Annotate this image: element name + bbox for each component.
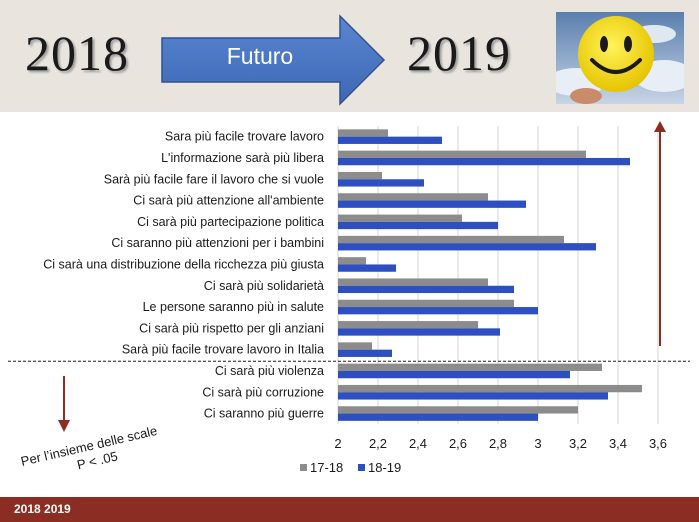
- bar-18-19-13: [338, 413, 538, 421]
- x-tick-label: 2,6: [449, 436, 467, 451]
- bar-18-19-7: [338, 285, 514, 294]
- bar-17-18-9: [338, 321, 478, 329]
- category-label: Sarà più facile fare il lavoro che si vu…: [104, 172, 324, 186]
- bar-17-18-7: [338, 278, 488, 286]
- bar-18-19-3: [338, 200, 526, 208]
- bar-17-18-5: [338, 235, 564, 244]
- category-label: Ci sarà più solidarietà: [204, 279, 324, 293]
- bar-17-18-4: [338, 214, 462, 222]
- legend-label-17-18: 17-18: [310, 460, 343, 475]
- category-label: Ci sarà più violenza: [215, 364, 324, 378]
- category-label: Sarà più facile trovare lavoro in Italia: [122, 343, 324, 357]
- bar-17-18-13: [338, 406, 578, 414]
- bar-18-19-10: [338, 349, 392, 357]
- significance-note: Per l’insieme delle scale P < .05: [19, 423, 158, 472]
- category-label: Ci saranno più guerre: [204, 407, 324, 421]
- legend-swatch-18-19: [358, 464, 365, 471]
- down-trend-arrow-icon: [58, 376, 70, 432]
- bar-18-19-11: [338, 370, 570, 379]
- category-label: Ci sarà più partecipazione politica: [137, 215, 324, 229]
- bar-18-19-0: [338, 136, 442, 144]
- year-to: 2019: [407, 25, 511, 81]
- bar-17-18-10: [338, 342, 372, 350]
- bar-18-19-5: [338, 243, 596, 251]
- category-label: L'informazione sarà più libera: [161, 151, 324, 165]
- bar-18-19-12: [338, 392, 608, 400]
- right-arrow-icon: [161, 14, 386, 106]
- x-tick-label: 2,8: [489, 436, 507, 451]
- legend-label-18-19: 18-19: [368, 460, 401, 475]
- bar-17-18-8: [338, 299, 514, 308]
- tick-labels: 2 2,2 2,4 2,6 2,8 3 3,2 3,4 3,6: [334, 436, 667, 451]
- legend: 17-18 18-19: [300, 460, 401, 475]
- x-tick-label: 3,4: [609, 436, 627, 451]
- grid-lines: [337, 126, 659, 425]
- bar-18-19-6: [338, 264, 396, 272]
- bar-chart: Sara più facile trovare lavoro L'informaz…: [8, 121, 690, 475]
- bar-18-19-2: [338, 179, 424, 187]
- bar-17-18-0: [338, 129, 388, 137]
- bar-18-19-1: [338, 157, 630, 166]
- bar-17-18-6: [338, 257, 366, 265]
- category-label: Le persone saranno più in salute: [143, 300, 324, 314]
- bar-17-18-2: [338, 171, 382, 180]
- x-tick-label: 2,4: [409, 436, 427, 451]
- category-label: Sara più facile trovare lavoro: [165, 130, 324, 144]
- category-labels: Sara più facile trovare lavoro L'informaz…: [43, 130, 324, 421]
- bar-17-18-11: [338, 363, 602, 371]
- category-label: Ci saranno più attenzioni per i bambini: [111, 236, 324, 250]
- bar-18-19-4: [338, 221, 498, 230]
- bar-17-18-12: [338, 384, 642, 393]
- category-label: Ci sarà più rispetto per gli anziani: [139, 321, 324, 335]
- x-tick-label: 2,2: [369, 436, 387, 451]
- bar-18-19-9: [338, 328, 500, 336]
- smiley-image: [556, 12, 684, 104]
- arrow-label: Futuro: [226, 43, 294, 69]
- footer-label: 2018 2019: [14, 502, 71, 516]
- header-band: 2018 Futuro 2019: [0, 0, 699, 112]
- bar-17-18-1: [338, 150, 586, 158]
- legend-swatch-17-18: [300, 464, 307, 471]
- bar-18-19-8: [338, 307, 538, 315]
- footer-bar: 2018 2019: [0, 497, 699, 522]
- category-label: Ci sarà più attenzione all'ambiente: [133, 194, 324, 208]
- category-label: Ci sarà più corruzione: [202, 385, 324, 399]
- x-tick-label: 3,2: [569, 436, 587, 451]
- x-tick-label: 2: [334, 436, 341, 451]
- x-tick-label: 3: [534, 436, 541, 451]
- bars: [338, 129, 642, 421]
- bar-17-18-3: [338, 193, 488, 201]
- up-trend-arrow-icon: [654, 121, 666, 346]
- chart-panel: Sara più facile trovare lavoro L'informaz…: [8, 112, 690, 488]
- x-tick-label: 3,6: [649, 436, 667, 451]
- year-from: 2018: [25, 25, 129, 81]
- category-label: Ci sarà una distribuzione della ricchezz…: [43, 257, 324, 271]
